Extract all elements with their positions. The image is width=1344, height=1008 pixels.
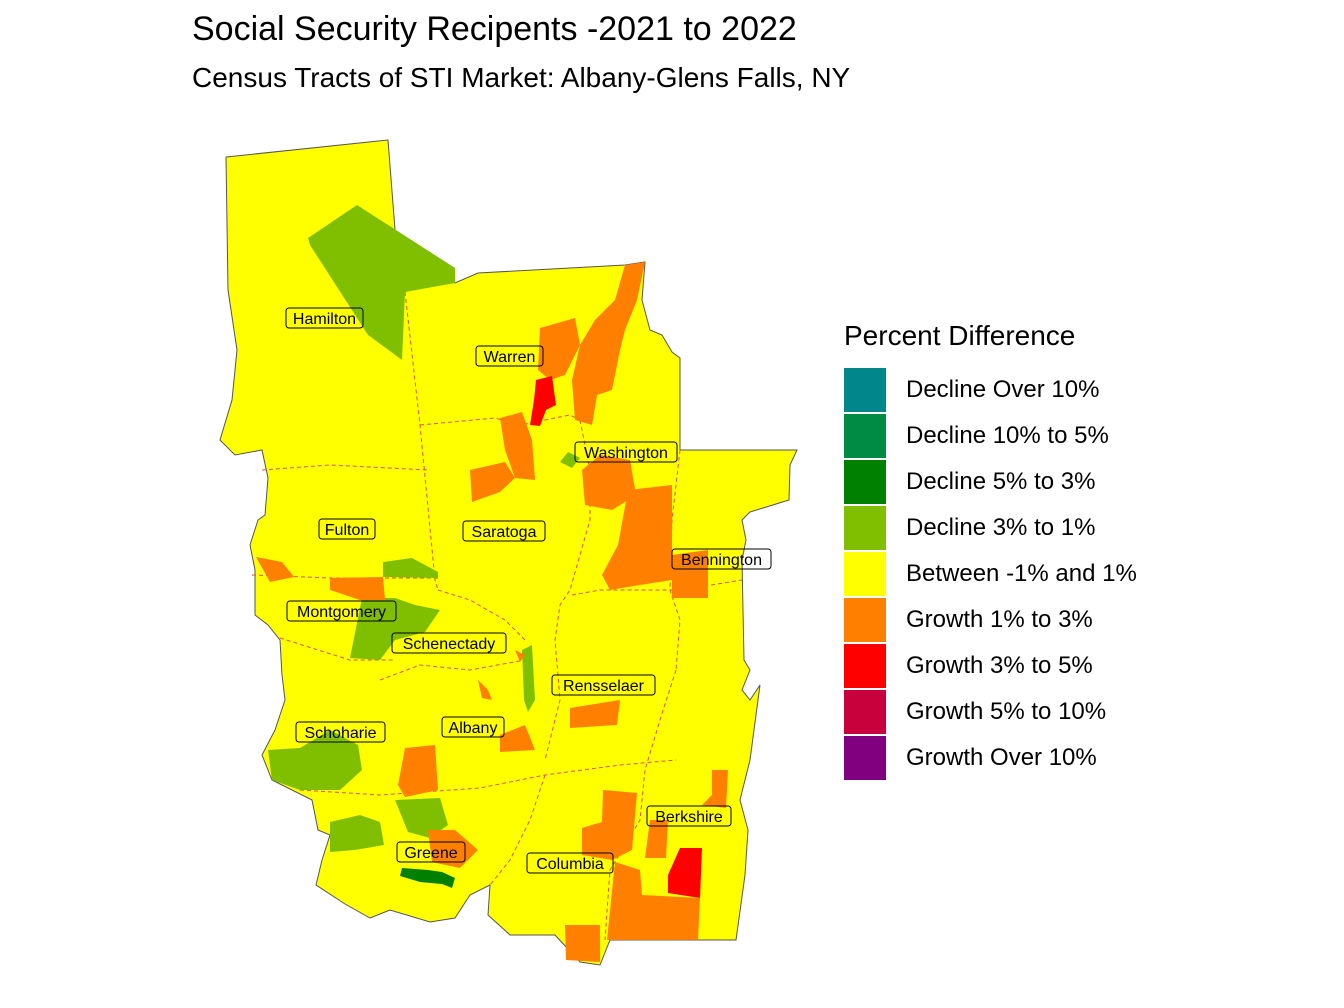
tracts-growth-1-to-3 xyxy=(256,262,728,962)
svg-text:Bennington: Bennington xyxy=(681,552,762,569)
county-label-schoharie: Schoharie xyxy=(295,721,386,743)
legend-label: Growth 1% to 3% xyxy=(906,606,1093,633)
tracts-growth-3-to-5 xyxy=(530,376,702,898)
legend-swatch xyxy=(844,598,886,642)
legend-label: Decline Over 10% xyxy=(906,376,1100,403)
tract-columbia-north xyxy=(582,790,637,860)
svg-text:Saratoga: Saratoga xyxy=(472,524,537,541)
svg-text:Montgomery: Montgomery xyxy=(297,604,386,621)
legend-item-between: Between -1% and 1% xyxy=(844,551,1137,597)
county-label-greene: Greene xyxy=(396,841,466,863)
tract-montgomery-north xyxy=(330,577,385,600)
tract-albany-small xyxy=(478,680,492,700)
tract-schoharie-south xyxy=(268,730,362,790)
svg-text:Fulton: Fulton xyxy=(325,522,369,539)
legend-item-decline-5-to-3: Decline 5% to 3% xyxy=(844,459,1137,505)
legend-item-growth-5-to-10: Growth 5% to 10% xyxy=(844,689,1137,735)
legend-swatch xyxy=(844,506,886,550)
county-label-columbia: Columbia xyxy=(526,852,614,874)
tract-warren-south xyxy=(500,412,535,480)
county-label-warren: Warren xyxy=(475,345,544,367)
tract-greene-decline-5-to-3 xyxy=(400,868,455,888)
tract-berkshire-west xyxy=(645,820,668,858)
county-label-albany: Albany xyxy=(441,716,505,738)
tract-berkshire-red xyxy=(668,848,702,898)
tract-albany-sliver xyxy=(522,645,535,712)
svg-text:Berkshire: Berkshire xyxy=(655,809,723,826)
svg-text:Greene: Greene xyxy=(404,845,457,862)
legend-swatch xyxy=(844,368,886,412)
tract-fulton-east xyxy=(383,558,438,578)
market-base-region xyxy=(219,139,798,966)
county-label-saratoga: Saratoga xyxy=(462,520,546,542)
tract-greene-west xyxy=(330,815,384,852)
tract-berkshire-north xyxy=(702,770,728,808)
legend-label: Decline 10% to 5% xyxy=(906,422,1109,449)
legend-label: Growth 5% to 10% xyxy=(906,698,1107,725)
county-label-fulton: Fulton xyxy=(318,518,376,540)
map-title: Social Security Recipents -2021 to 2022 xyxy=(192,10,797,48)
svg-text:Rensselaer: Rensselaer xyxy=(563,678,645,695)
legend-swatch xyxy=(844,644,886,688)
legend-item-decline-10-to-5: Decline 10% to 5% xyxy=(844,413,1137,459)
map-subtitle: Census Tracts of STI Market: Albany-Glen… xyxy=(192,62,851,93)
legend-item-decline-3-to-1: Decline 3% to 1% xyxy=(844,505,1137,551)
county-label-bennington: Bennington xyxy=(671,548,772,570)
county-label-rensselaer: Rensselaer xyxy=(551,674,656,696)
legend-swatch xyxy=(844,460,886,504)
tract-columbia-south xyxy=(607,862,700,940)
tract-warren-red xyxy=(530,376,556,426)
legend-swatch xyxy=(844,690,886,734)
tract-schenectady-small xyxy=(515,650,525,662)
svg-text:Washington: Washington xyxy=(584,445,668,462)
tract-warren-mid xyxy=(538,318,580,380)
legend-item-growth-3-to-5: Growth 3% to 5% xyxy=(844,643,1137,689)
tract-montgomery-east xyxy=(350,598,440,660)
tract-saratoga-west xyxy=(470,462,515,502)
svg-text:Hamilton: Hamilton xyxy=(293,311,356,328)
county-label-berkshire: Berkshire xyxy=(646,805,732,827)
legend-swatch xyxy=(844,552,886,596)
svg-text:Schoharie: Schoharie xyxy=(304,725,376,742)
county-label-montgomery: Montgomery xyxy=(286,600,397,622)
tracts-decline-3-to-1 xyxy=(268,205,580,852)
legend-swatch xyxy=(844,414,886,458)
county-label-hamilton: Hamilton xyxy=(285,307,364,329)
svg-text:Albany: Albany xyxy=(449,720,498,737)
tract-albany-east xyxy=(500,725,535,752)
tract-albany-west xyxy=(398,745,438,797)
legend-swatch xyxy=(844,736,886,780)
svg-text:Columbia: Columbia xyxy=(536,856,604,873)
legend-label: Growth Over 10% xyxy=(906,744,1097,771)
county-label-schenectady: Schenectady xyxy=(391,632,507,654)
tract-rensselaer xyxy=(570,700,620,728)
tract-washington-mid xyxy=(582,455,636,510)
county-boundaries xyxy=(251,291,743,941)
legend-item-growth-1-to-3: Growth 1% to 3% xyxy=(844,597,1137,643)
legend-label: Decline 5% to 3% xyxy=(906,468,1096,495)
legend-label: Decline 3% to 1% xyxy=(906,514,1096,541)
tract-warren-east xyxy=(572,262,645,425)
legend-label: Between -1% and 1% xyxy=(906,560,1137,587)
tract-washington-south xyxy=(602,485,672,590)
county-label-washington: Washington xyxy=(574,441,678,463)
svg-text:Warren: Warren xyxy=(484,349,536,366)
county-labels: Hamilton Warren Washington Fulton Sarato… xyxy=(285,307,772,874)
legend: Percent Difference Decline Over 10% Decl… xyxy=(844,320,1137,781)
legend-item-growth-over-10: Growth Over 10% xyxy=(844,735,1137,781)
legend-item-decline-over-10: Decline Over 10% xyxy=(844,367,1137,413)
tract-bennington xyxy=(672,550,708,598)
legend-label: Growth 3% to 5% xyxy=(906,652,1093,679)
tract-greene-north xyxy=(395,798,448,838)
legend-title: Percent Difference xyxy=(844,320,1076,351)
tract-hamilton-north xyxy=(308,205,455,360)
svg-text:Schenectady: Schenectady xyxy=(403,636,496,653)
tract-columbia-sw xyxy=(565,925,600,962)
tract-fulton-sw xyxy=(256,557,294,582)
